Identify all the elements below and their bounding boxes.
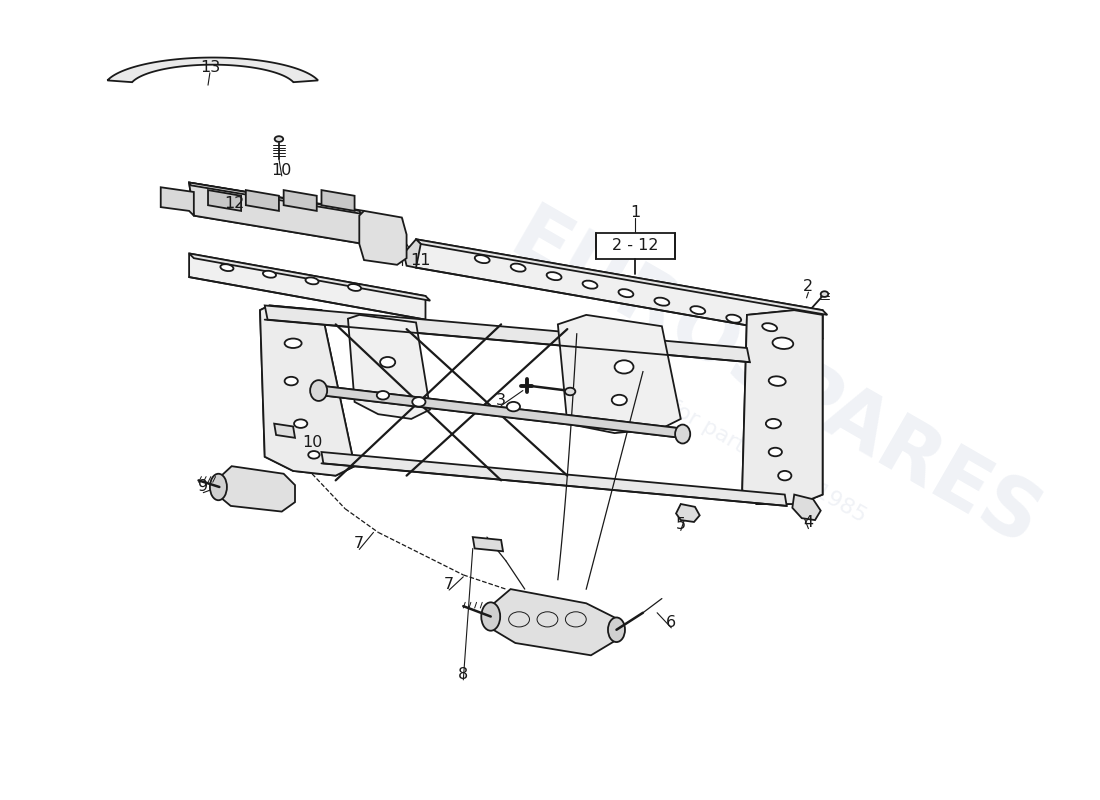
Ellipse shape bbox=[821, 291, 828, 297]
Polygon shape bbox=[189, 182, 364, 244]
Ellipse shape bbox=[618, 289, 634, 297]
Polygon shape bbox=[360, 211, 407, 265]
Polygon shape bbox=[321, 386, 681, 438]
Ellipse shape bbox=[210, 474, 227, 500]
Ellipse shape bbox=[510, 264, 526, 272]
Text: 7: 7 bbox=[444, 577, 454, 592]
Text: 7: 7 bbox=[354, 536, 364, 551]
Polygon shape bbox=[108, 58, 318, 82]
Text: 10: 10 bbox=[272, 162, 292, 178]
Polygon shape bbox=[792, 494, 821, 520]
Ellipse shape bbox=[482, 602, 500, 630]
Ellipse shape bbox=[772, 338, 793, 349]
Ellipse shape bbox=[294, 419, 307, 428]
Ellipse shape bbox=[310, 380, 327, 401]
Ellipse shape bbox=[348, 284, 361, 291]
Text: EUROSPARES: EUROSPARES bbox=[497, 198, 1054, 564]
Polygon shape bbox=[274, 424, 295, 438]
Ellipse shape bbox=[726, 314, 741, 322]
Text: 1: 1 bbox=[630, 206, 640, 220]
Ellipse shape bbox=[766, 419, 781, 428]
Text: 12: 12 bbox=[224, 196, 244, 211]
Polygon shape bbox=[189, 182, 361, 214]
Ellipse shape bbox=[675, 425, 690, 443]
Polygon shape bbox=[260, 306, 354, 476]
Text: 6: 6 bbox=[667, 614, 676, 630]
Polygon shape bbox=[348, 315, 430, 419]
Polygon shape bbox=[676, 504, 700, 522]
Ellipse shape bbox=[654, 298, 669, 306]
Polygon shape bbox=[321, 190, 354, 211]
Text: 2 - 12: 2 - 12 bbox=[612, 238, 659, 254]
Ellipse shape bbox=[377, 391, 389, 399]
Polygon shape bbox=[416, 239, 823, 338]
Polygon shape bbox=[416, 239, 827, 315]
Ellipse shape bbox=[381, 357, 395, 367]
Ellipse shape bbox=[285, 377, 298, 386]
Ellipse shape bbox=[412, 397, 426, 406]
Ellipse shape bbox=[612, 394, 627, 406]
Text: 9: 9 bbox=[198, 479, 208, 494]
Ellipse shape bbox=[507, 402, 520, 411]
Ellipse shape bbox=[263, 270, 276, 278]
Polygon shape bbox=[189, 254, 426, 320]
Polygon shape bbox=[189, 182, 364, 244]
Ellipse shape bbox=[778, 471, 791, 480]
Polygon shape bbox=[284, 190, 317, 211]
Text: 5: 5 bbox=[675, 518, 685, 532]
Ellipse shape bbox=[275, 136, 283, 142]
Text: 13: 13 bbox=[200, 60, 220, 74]
Ellipse shape bbox=[547, 272, 561, 280]
Ellipse shape bbox=[220, 264, 233, 271]
Text: a passion for parts since 1985: a passion for parts since 1985 bbox=[568, 340, 869, 526]
Text: 2: 2 bbox=[803, 279, 814, 294]
Polygon shape bbox=[245, 190, 279, 211]
Polygon shape bbox=[208, 190, 241, 211]
Polygon shape bbox=[321, 386, 681, 438]
Polygon shape bbox=[742, 310, 823, 504]
Polygon shape bbox=[219, 466, 295, 511]
Ellipse shape bbox=[769, 376, 785, 386]
Polygon shape bbox=[742, 310, 823, 504]
Text: 4: 4 bbox=[803, 515, 814, 530]
Polygon shape bbox=[473, 537, 503, 551]
Ellipse shape bbox=[691, 306, 705, 314]
Polygon shape bbox=[404, 239, 421, 268]
FancyBboxPatch shape bbox=[596, 233, 675, 259]
Text: 8: 8 bbox=[459, 666, 469, 682]
Polygon shape bbox=[321, 452, 786, 506]
Text: 3: 3 bbox=[496, 393, 506, 407]
Ellipse shape bbox=[608, 618, 625, 642]
Polygon shape bbox=[265, 306, 750, 362]
Text: 11: 11 bbox=[410, 253, 431, 267]
Polygon shape bbox=[558, 315, 681, 433]
Ellipse shape bbox=[308, 451, 320, 458]
Ellipse shape bbox=[306, 278, 319, 284]
Ellipse shape bbox=[475, 255, 490, 263]
Polygon shape bbox=[189, 254, 430, 301]
Polygon shape bbox=[492, 589, 615, 655]
Polygon shape bbox=[161, 187, 194, 216]
Text: 10: 10 bbox=[301, 435, 322, 450]
Polygon shape bbox=[260, 306, 354, 476]
Ellipse shape bbox=[565, 388, 575, 395]
Ellipse shape bbox=[769, 448, 782, 456]
Ellipse shape bbox=[285, 338, 301, 348]
Ellipse shape bbox=[615, 360, 634, 374]
Ellipse shape bbox=[583, 281, 597, 289]
Ellipse shape bbox=[762, 323, 777, 331]
